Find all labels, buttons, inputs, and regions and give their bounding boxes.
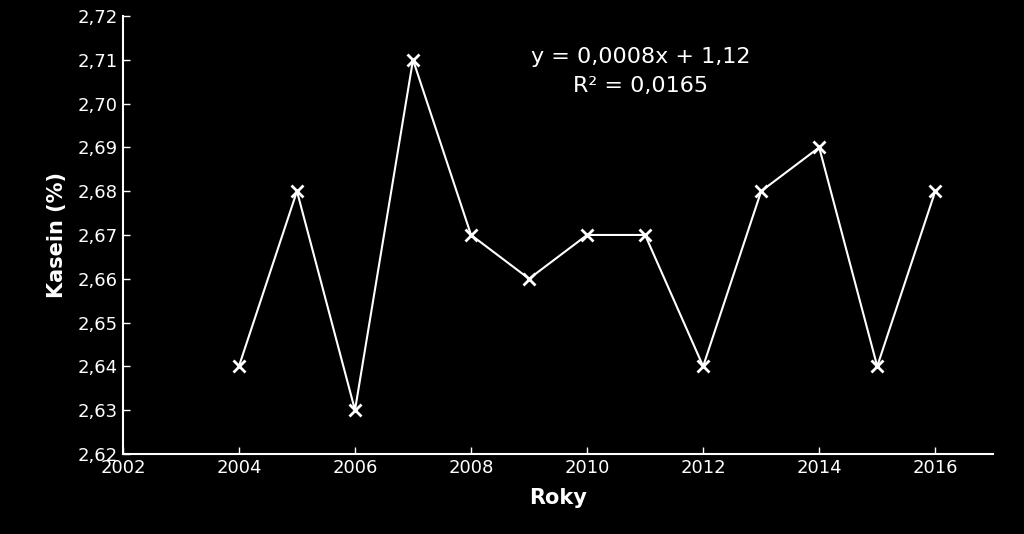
X-axis label: Roky: Roky: [529, 488, 587, 508]
Text: y = 0,0008x + 1,12
R² = 0,0165: y = 0,0008x + 1,12 R² = 0,0165: [531, 46, 751, 96]
Y-axis label: Kasein (%): Kasein (%): [47, 172, 67, 298]
